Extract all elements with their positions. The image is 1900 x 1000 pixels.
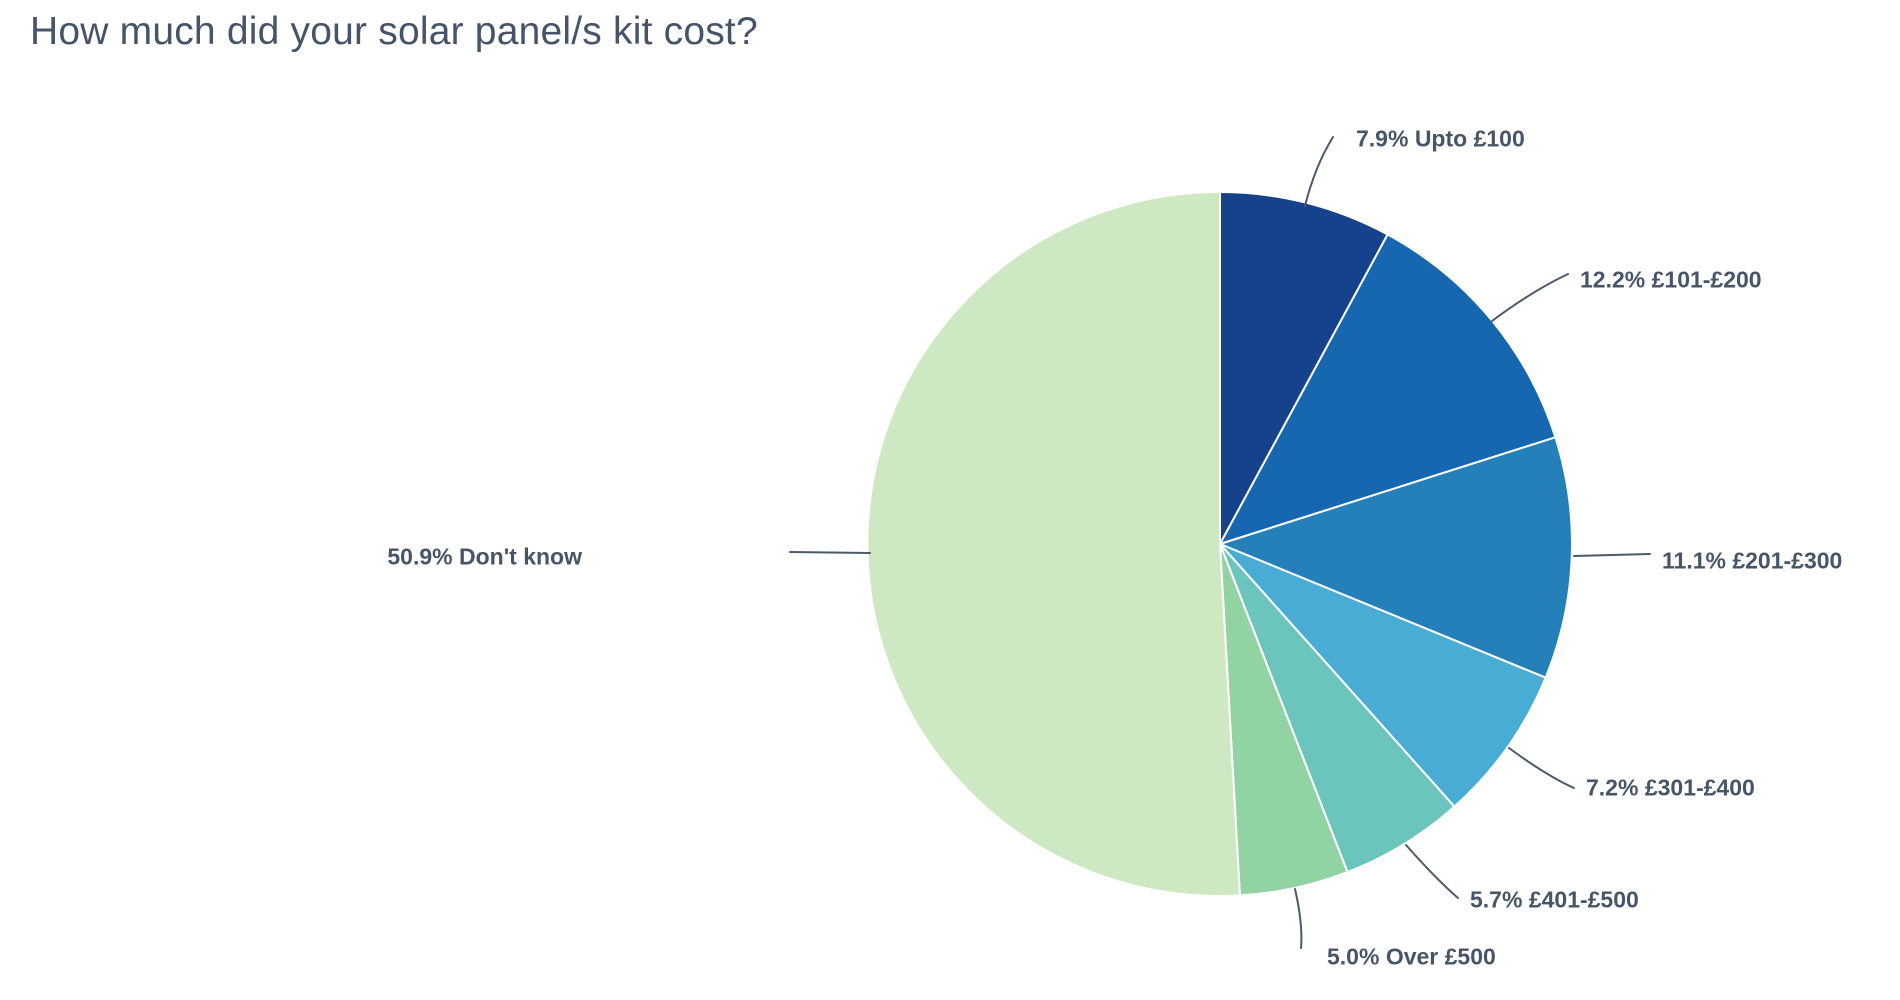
pie-slice-301-400[interactable]: [1219, 543, 1547, 808]
pie-label-301-400: 7.2% £301-£400: [1586, 774, 1755, 801]
leader-line-don-t-know: [789, 551, 871, 554]
leader-line-101-200: [1491, 273, 1569, 322]
pie-label-don-t-know: 50.9% Don't know: [387, 543, 582, 570]
pie-slice-101-200[interactable]: [1219, 233, 1557, 545]
pie-label-201-300: 11.1% £201-£300: [1662, 547, 1843, 574]
pie-slice-201-300[interactable]: [1219, 436, 1573, 679]
leader-line-upto-100: [1304, 136, 1334, 207]
chart-title: How much did your solar panel/s kit cost…: [30, 10, 758, 53]
pie-label-401-500: 5.7% £401-£500: [1470, 886, 1639, 913]
leader-line-201-300: [1573, 553, 1651, 557]
pie-label-upto-100: 7.9% Upto £100: [1356, 125, 1525, 152]
pie-slice-401-500[interactable]: [1219, 543, 1456, 874]
pie-label-over-500: 5.0% Over £500: [1327, 943, 1496, 970]
leader-line-401-500: [1405, 844, 1459, 899]
pie-slice-don-t-know[interactable]: [866, 190, 1241, 897]
pie-label-101-200: 12.2% £101-£200: [1580, 266, 1762, 293]
leader-line-301-400: [1508, 747, 1575, 789]
leader-line-over-500: [1294, 888, 1303, 949]
